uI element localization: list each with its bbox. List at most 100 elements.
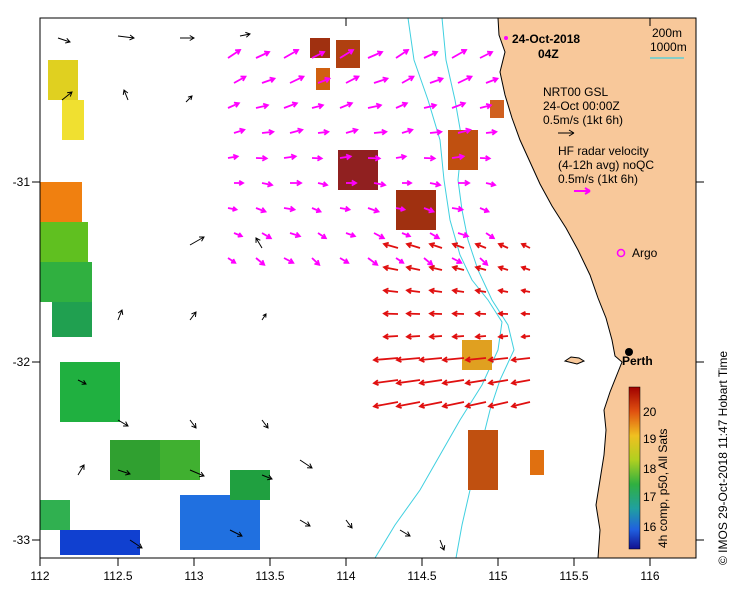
current-vector [405,310,421,317]
current-vector [423,154,437,162]
perth-label: Perth [622,354,653,368]
current-vector [423,207,436,214]
isobath-1000m [374,18,503,558]
current-vector [382,264,399,272]
current-vector [418,401,443,409]
current-vector [77,464,85,476]
current-vector [373,128,388,136]
radar-legend-avg: (4-12h avg) noQC [558,158,654,172]
current-vector [418,379,443,386]
current-vector [129,539,143,549]
current-vector [402,179,413,187]
current-vector [189,469,205,478]
current-vector [367,257,379,266]
plot-frame [39,17,697,559]
current-vector [428,242,443,249]
model-legend-date: 24-Oct 00:00Z [543,99,620,113]
current-vector [520,333,531,340]
radar-legend-scale: 0.5m/s (1kt 6h) [558,172,638,186]
current-vector [429,128,443,136]
current-vector [510,356,531,363]
current-vector [189,236,205,246]
current-vector [345,75,360,84]
current-vector [373,181,387,188]
current-vector [299,519,311,527]
current-vector [289,75,306,84]
current-vector [428,287,443,295]
x-tick-label: 114.5 [407,569,436,583]
current-vector [441,401,465,409]
current-vector [261,76,277,84]
current-vector [317,76,332,84]
current-vector [77,379,87,385]
current-vector [339,153,353,161]
current-vector [339,49,355,59]
current-vector [311,257,321,267]
current-vector [457,127,472,134]
current-vector [474,333,487,340]
current-vector [382,310,399,317]
current-vector [117,419,129,427]
current-vector [372,401,399,409]
current-vector [497,333,509,340]
colorbar-caption: 4h comp, p50, All Sats [656,429,670,548]
x-tick-label: 114 [336,569,355,583]
rottnest-island [563,356,586,365]
current-vector [520,288,531,294]
colorbar-tick: 17 [643,490,657,504]
current-vector [451,205,465,213]
isobath-legend-1000m: 1000m [650,40,687,54]
current-vector [185,95,193,103]
current-vector [395,257,405,264]
current-vector [485,232,496,240]
colorbar-tick: 18 [643,462,657,476]
current-vector [429,232,441,240]
current-vector [401,75,415,84]
current-vector [57,37,71,44]
argo-legend: Argo [616,246,658,260]
current-vector [510,379,531,386]
argo-float-icon [616,248,626,258]
current-vector [395,356,421,363]
current-vector [497,310,509,317]
current-vector [372,356,399,363]
current-vector [395,206,407,212]
current-vector [339,205,352,213]
current-vector [451,101,467,109]
current-vector [255,154,269,162]
current-vector [345,232,357,238]
current-vector [373,76,390,84]
current-vector [474,265,487,272]
current-vector [451,287,465,295]
current-vector [405,264,421,272]
current-vector [520,265,531,271]
current-vector [395,401,421,409]
current-vector [479,257,489,267]
x-axis: 112 112.5 113 113.5 114 114.5 115 115.5 … [30,18,660,583]
current-vector [441,379,465,386]
current-vector [457,231,470,239]
current-vector [487,356,509,363]
current-vector [428,310,443,318]
current-vector [117,469,131,476]
current-vector [395,153,408,161]
isobath-legend: 200m 1000m [650,26,687,59]
current-vector [311,207,323,214]
current-vector [451,257,463,264]
x-tick-label: 112.5 [103,569,132,583]
current-vector [474,287,487,295]
current-vector [239,31,251,38]
map-time: 04Z [538,47,559,61]
current-vector [227,206,239,212]
current-vector [289,127,304,134]
current-vector [227,101,241,109]
land-mass [497,18,696,558]
current-vector [339,257,350,264]
current-vector [234,179,245,187]
current-vector [189,311,197,321]
current-vector [345,127,359,134]
current-vector [189,419,197,429]
current-vector [451,264,465,272]
current-vector [497,242,509,249]
current-vector [423,50,439,59]
